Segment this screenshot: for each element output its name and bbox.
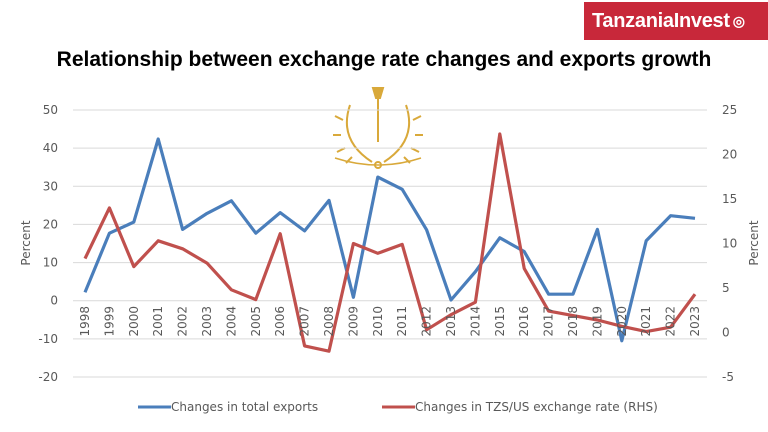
y-right-tick-label: -5 [722,370,734,384]
x-tick-label: 2001 [151,306,165,337]
x-tick-label: 2015 [493,306,507,337]
x-tick-label: 2020 [615,306,629,337]
x-tick-label: 2011 [395,306,409,337]
series-line-exchange-rate [83,132,697,353]
legend-label: Changes in TZS/US exchange rate (RHS) [415,400,658,414]
y-axis-label: Percent [19,220,33,265]
y-tick-label: 30 [43,179,58,193]
africa-signal-icon: ◎ [732,12,745,29]
x-tick-label: 1999 [102,306,116,337]
series-line-exports [83,137,696,343]
x-tick-label: 2019 [590,306,604,337]
y-tick-label: 10 [43,256,58,270]
y-right-axis-label: Percent [747,220,761,265]
y-tick-label: 0 [50,294,58,308]
y-tick-label: 50 [43,103,58,117]
x-tick-label: 2016 [517,306,531,337]
chart-title: Relationship between exchange rate chang… [56,48,712,71]
x-tick-label: 2004 [224,306,238,337]
bank-of-tanzania-seal [333,87,423,169]
legend-label: Changes in total exports [171,400,318,414]
x-tick-label: 2012 [420,306,434,337]
x-tick-label: 2013 [444,306,458,337]
x-tick-label: 2009 [346,306,360,337]
y-right-tick-label: 10 [722,237,737,251]
y-right-tick-label: 0 [722,326,730,340]
x-tick-label: 2021 [639,306,653,337]
y-right-tick-label: 5 [722,281,730,295]
brand-name: TanzaniaInvest [592,9,730,32]
x-tick-label: 2005 [249,306,263,337]
x-tick-label: 2010 [371,306,385,337]
y-right-tick-label: 25 [722,103,737,117]
x-tick-label: 2003 [200,306,214,337]
y-right-tick-label: 15 [722,192,737,206]
y-tick-label: 20 [43,217,58,231]
x-tick-label: 1998 [78,306,92,337]
x-tick-label: 2006 [273,306,287,337]
y-right-tick-label: 20 [722,148,737,162]
y-tick-label: -20 [38,370,58,384]
x-tick-label: 2002 [176,306,190,337]
y-tick-label: 40 [43,141,58,155]
x-tick-label: 2023 [688,306,702,337]
x-tick-label: 2008 [322,306,336,337]
y-tick-label: -10 [38,332,58,346]
x-tick-label: 2018 [566,306,580,337]
x-tick-label: 2000 [127,306,141,337]
x-tick-label: 2022 [664,306,678,337]
x-tick-label: 2014 [468,306,482,337]
tanzaniainvest-logo[interactable]: TanzaniaInvest ◎ [584,2,768,40]
x-tick-label: 2017 [542,306,556,337]
x-tick-label: 2007 [298,306,312,337]
